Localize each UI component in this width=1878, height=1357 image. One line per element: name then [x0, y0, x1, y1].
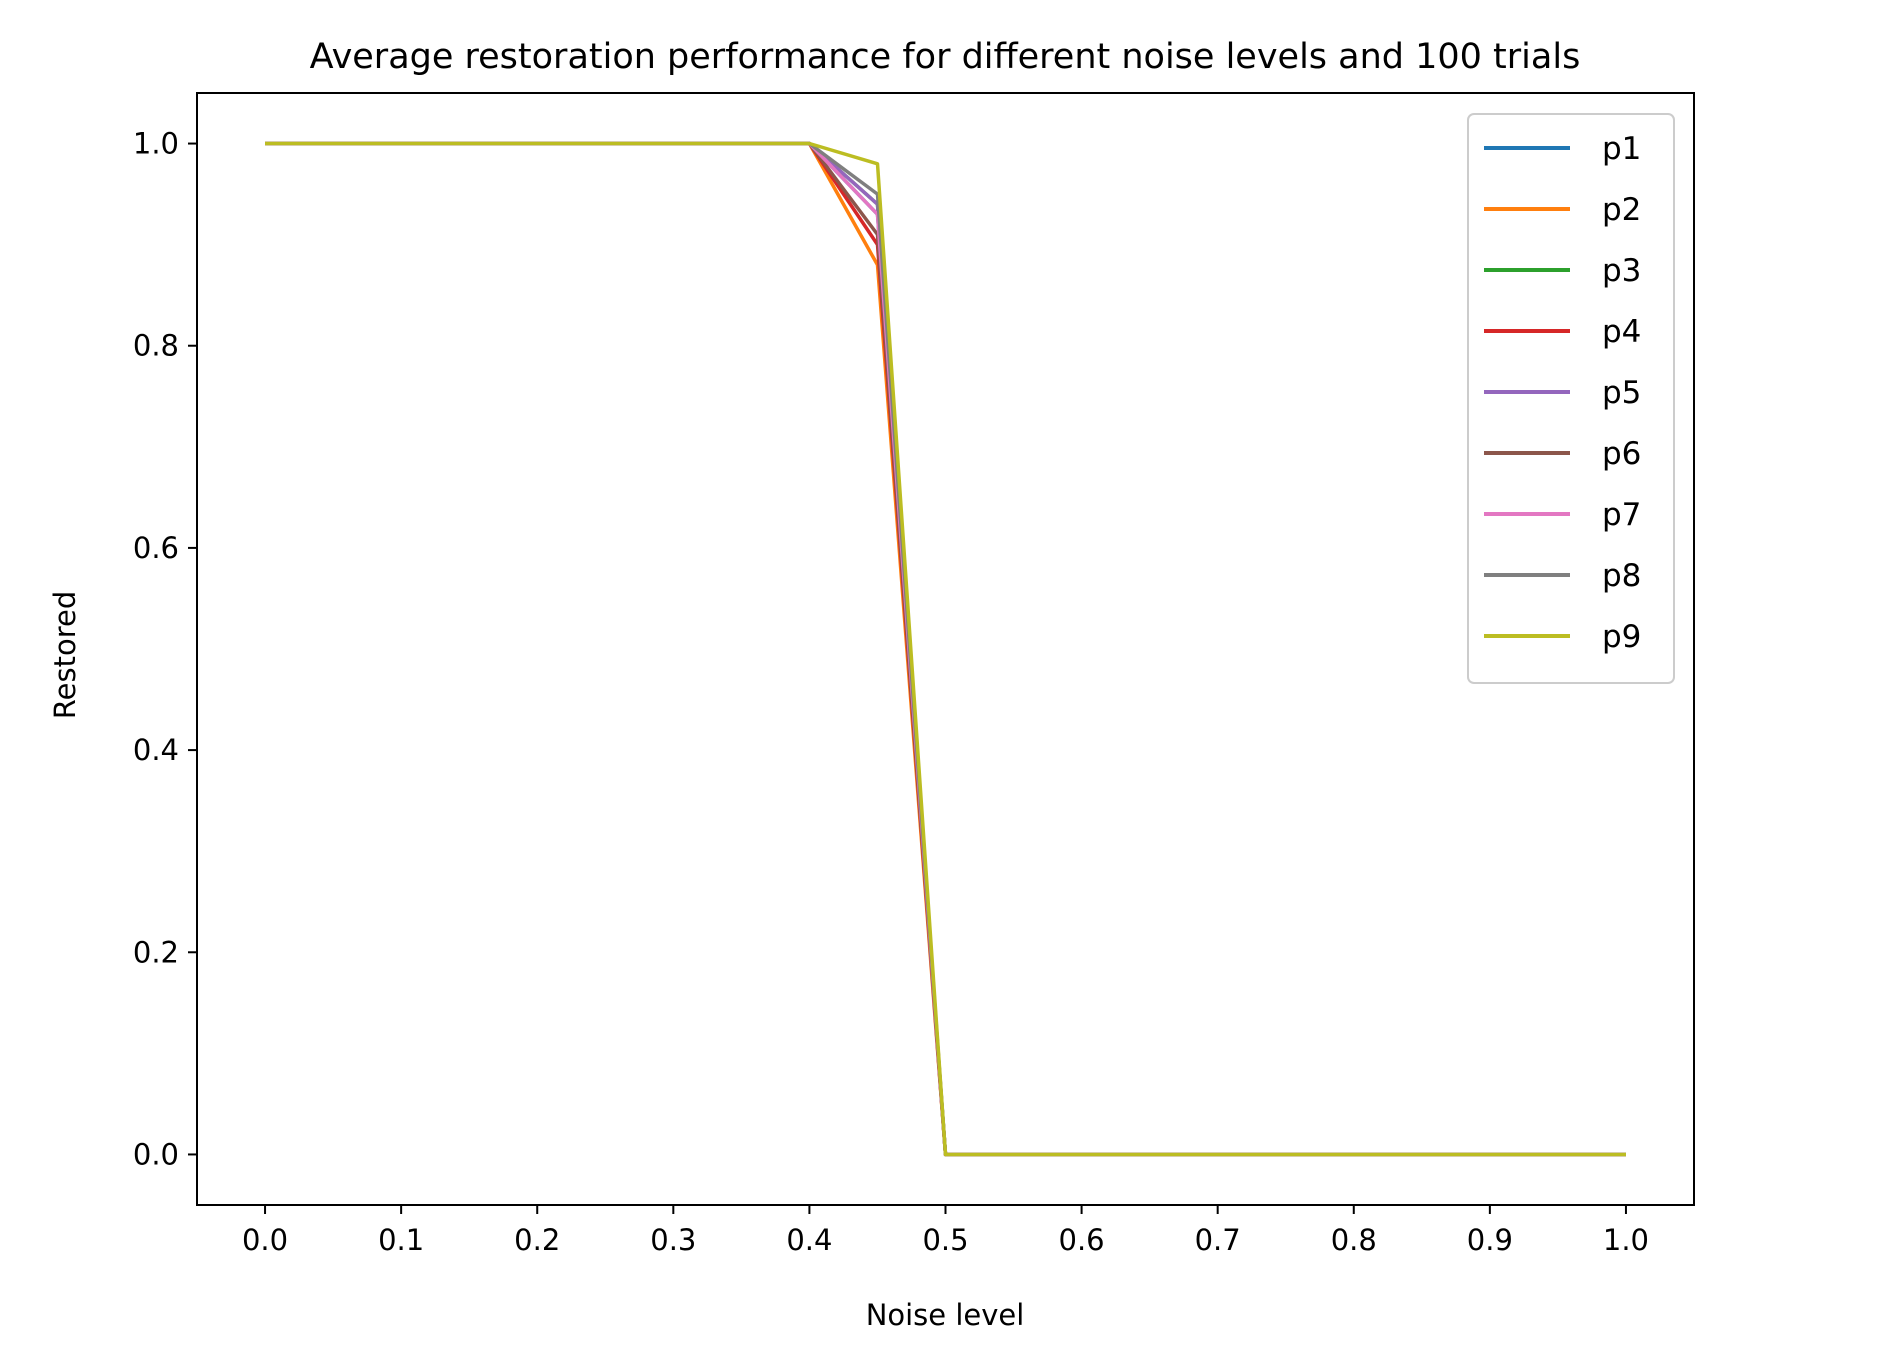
legend-label-p6: p6: [1602, 436, 1641, 472]
x-axis: 0.0 0.1 0.2 0.3 0.4 0.5 0.6 0.7 0.8 0.9 1.0: [242, 1205, 1649, 1257]
y-tick-label: 1.0: [133, 127, 179, 161]
y-tick-label: 0.2: [133, 935, 179, 969]
x-axis-label: Noise level: [866, 1298, 1025, 1332]
legend: p1 p2 p3 p4 p5 p6 p7 p8 p9: [1467, 113, 1675, 684]
legend-label-p2: p2: [1602, 192, 1641, 228]
y-axis-label: Restored: [48, 591, 82, 719]
legend-label-p8: p8: [1602, 558, 1641, 594]
series-line-p9: [265, 141, 1626, 1157]
x-tick-label: 0.6: [1059, 1223, 1105, 1257]
legend-label-p4: p4: [1602, 314, 1641, 350]
legend-label-p7: p7: [1602, 497, 1641, 533]
y-tick-label: 0.4: [133, 733, 179, 767]
y-tick-label: 0.8: [133, 329, 179, 363]
x-tick-label: 0.3: [650, 1223, 696, 1257]
x-tick-label: 0.4: [786, 1223, 832, 1257]
plot-lines: [265, 141, 1626, 1157]
y-tick-label: 0.0: [133, 1137, 179, 1171]
y-tick-label: 0.6: [133, 531, 179, 565]
legend-label-p9: p9: [1602, 619, 1641, 655]
legend-label-p5: p5: [1602, 375, 1641, 411]
y-axis: 0.0 0.2 0.4 0.6 0.8 1.0: [133, 127, 197, 1171]
x-tick-label: 0.1: [378, 1223, 424, 1257]
x-tick-label: 0.8: [1331, 1223, 1377, 1257]
x-tick-label: 0.0: [242, 1223, 288, 1257]
chart-title: Average restoration performance for diff…: [310, 37, 1581, 77]
legend-label-p1: p1: [1602, 131, 1641, 167]
x-tick-label: 0.2: [514, 1223, 560, 1257]
legend-label-p3: p3: [1602, 253, 1641, 289]
x-tick-label: 1.0: [1603, 1223, 1649, 1257]
legend-box: [1467, 113, 1675, 684]
x-tick-label: 0.5: [922, 1223, 968, 1257]
x-tick-label: 0.7: [1195, 1223, 1241, 1257]
x-tick-label: 0.9: [1467, 1223, 1513, 1257]
